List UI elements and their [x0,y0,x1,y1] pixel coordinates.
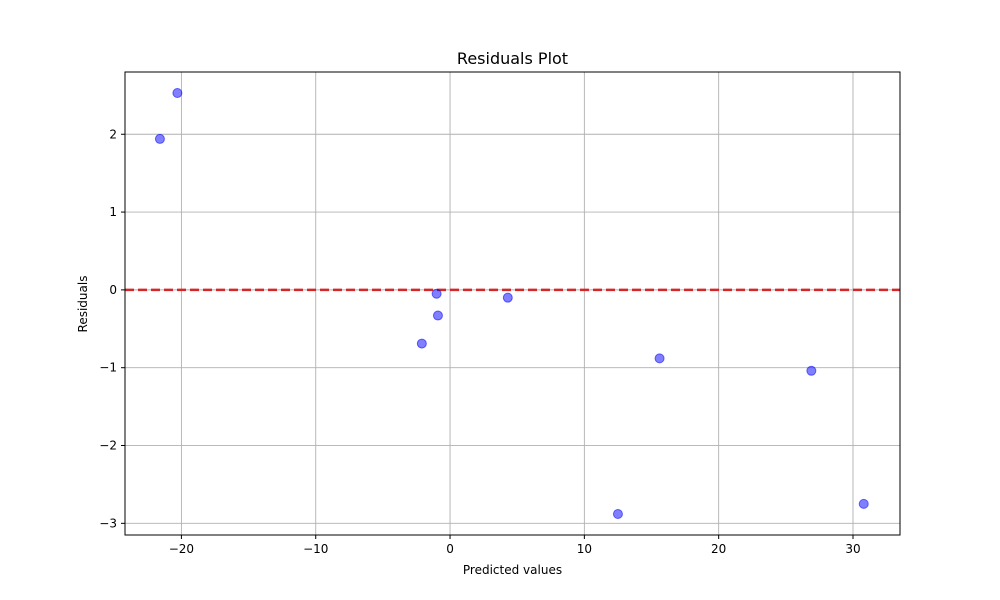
data-point [806,365,817,376]
y-axis-label: Residuals [76,276,90,333]
y-tick-label: −1 [99,361,117,375]
plot-frame [124,71,901,536]
data-point [654,353,665,364]
data-point [502,292,513,303]
data-point [431,288,442,299]
x-axis-label: Predicted values [463,563,562,577]
data-point [858,498,869,509]
x-tick-label: 20 [711,542,726,556]
x-tick-label: 30 [845,542,860,556]
x-axis-ticks: −20 −10 0 10 20 30 [169,535,861,556]
y-tick-label: 1 [109,205,117,219]
x-tick-label: −20 [169,542,194,556]
y-tick-label: 2 [109,127,117,141]
data-point [416,338,427,349]
y-tick-label: 0 [109,283,117,297]
data-point [612,508,623,519]
chart-title: Residuals Plot [457,49,568,68]
x-tick-label: 10 [577,542,592,556]
data-point [172,88,183,99]
x-tick-label: 0 [446,542,454,556]
y-tick-label: −3 [99,516,117,530]
data-point [432,310,443,321]
scatter-points [154,88,869,519]
y-axis-ticks: −3 −2 −1 0 1 2 [99,127,125,530]
x-tick-label: −10 [303,542,328,556]
data-point [154,133,165,144]
y-tick-label: −2 [99,439,117,453]
